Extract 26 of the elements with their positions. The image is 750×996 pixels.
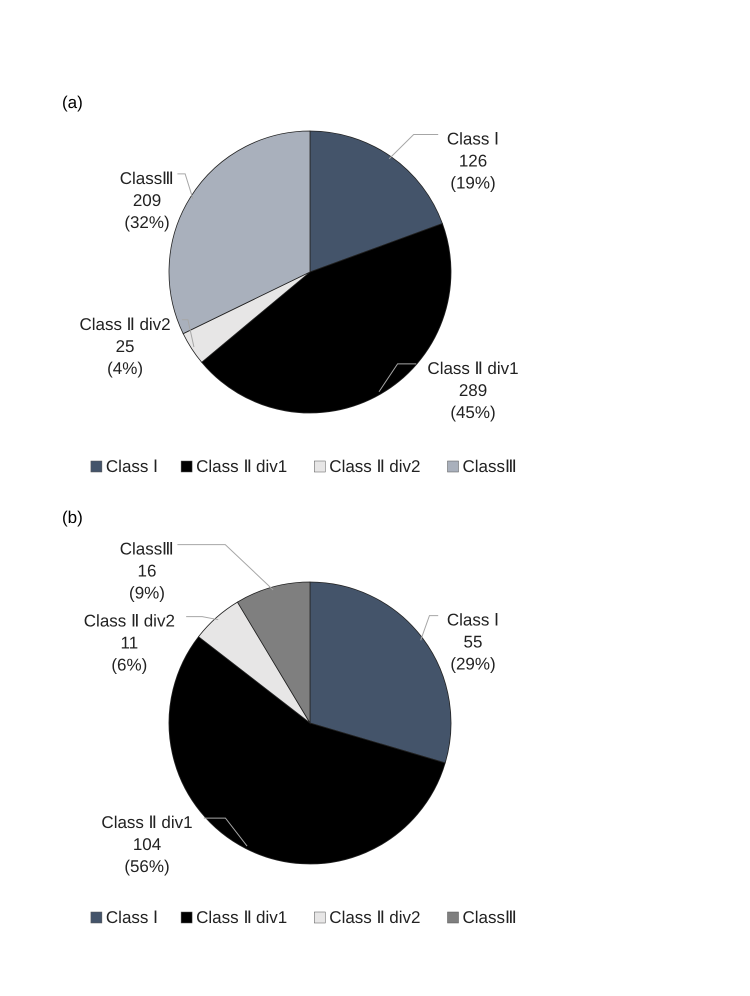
slice-label: Class Ⅰ <box>446 130 500 149</box>
legend-label: Class Ⅰ <box>106 457 158 476</box>
slice-label: Class Ⅱ div2 <box>79 314 171 334</box>
legend-label: ClassⅢ <box>462 908 518 927</box>
slice-label: ClassⅢ <box>120 540 174 559</box>
data-label: 209 (32%) <box>124 190 170 232</box>
data-label: 16 (9%) <box>129 562 165 603</box>
data-label: 289 (45%) <box>450 380 496 422</box>
data-label: 126 (19%) <box>450 152 496 193</box>
data-label: 25 (4%) <box>107 336 144 378</box>
data-label: 104 (56%) <box>124 835 170 876</box>
chart-title: (b) <box>62 508 83 527</box>
slice-label: Class Ⅱ div1 <box>427 358 519 378</box>
slice-label: Class Ⅰ <box>446 610 500 630</box>
slice-label: Class Ⅱ div1 <box>101 813 193 832</box>
chart-title: (a) <box>62 93 83 112</box>
data-label: 55 (29%) <box>450 632 496 674</box>
data-label: 11 (6%) <box>111 634 148 675</box>
slice-label: Class Ⅱ div2 <box>84 612 175 631</box>
slice-label: ClassⅢ <box>120 168 174 188</box>
legend-label: Class Ⅱ div1 <box>196 908 288 927</box>
legend-label: ClassⅢ <box>462 457 518 476</box>
legend-label: Class Ⅱ div2 <box>329 457 420 476</box>
legend-label: Class Ⅱ div1 <box>196 457 288 476</box>
legend-label: Class Ⅱ div2 <box>329 908 420 927</box>
legend-label: Class Ⅰ <box>106 908 158 927</box>
